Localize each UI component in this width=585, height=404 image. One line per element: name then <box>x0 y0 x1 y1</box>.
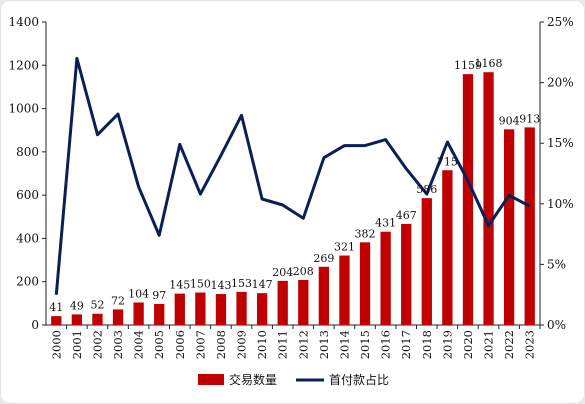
x-tick-label: 2009 <box>235 330 249 359</box>
x-tick-label: 2007 <box>193 330 207 359</box>
x-tick-label: 2011 <box>276 330 290 359</box>
legend: 交易数量 首付款占比 <box>198 372 389 387</box>
legend-swatch-bars <box>198 374 224 385</box>
bar-value-label: 382 <box>355 227 376 240</box>
x-tick-label: 2023 <box>523 330 537 359</box>
bar <box>71 314 83 325</box>
right-tick-label: 15% <box>547 136 574 150</box>
bar-value-label: 143 <box>210 279 231 292</box>
bar-value-label: 147 <box>252 278 273 291</box>
bar <box>256 293 268 325</box>
bar-value-label: 913 <box>519 112 540 125</box>
x-tick-label: 2008 <box>214 330 228 359</box>
bar <box>421 198 432 325</box>
bar-value-label: 321 <box>334 241 355 254</box>
x-tick-label: 2015 <box>358 330 372 359</box>
bar <box>195 292 206 325</box>
bar-value-label: 1168 <box>475 57 503 70</box>
bar <box>215 294 227 325</box>
x-tick-label: 2010 <box>255 330 269 359</box>
bar <box>51 316 62 325</box>
bar <box>462 74 474 325</box>
bar-value-label: 1159 <box>454 59 482 72</box>
bar <box>277 280 288 325</box>
x-tick-label: 2013 <box>317 330 331 359</box>
bar-value-label: 904 <box>499 114 520 127</box>
bar <box>133 302 144 325</box>
left-tick-label: 600 <box>16 188 39 202</box>
bar <box>401 223 412 325</box>
x-tick-label: 2001 <box>70 330 84 359</box>
bar <box>154 304 165 325</box>
bar <box>380 231 391 325</box>
line-series <box>54 56 531 295</box>
right-tick-label: 20% <box>547 76 574 90</box>
bar-value-label: 41 <box>49 301 63 314</box>
bar <box>524 127 535 325</box>
left-tick-label: 200 <box>16 275 39 289</box>
x-tick-label: 2017 <box>399 330 413 359</box>
left-tick-label: 1000 <box>8 102 39 116</box>
bar <box>503 129 515 325</box>
bar <box>318 266 330 325</box>
legend-label-bars: 交易数量 <box>229 372 277 387</box>
bar-value-label: 153 <box>231 277 252 290</box>
bar-value-label: 431 <box>375 217 396 230</box>
x-tick-label: 2003 <box>111 330 125 359</box>
right-tick-label: 10% <box>547 197 574 211</box>
axes: 0 200 400 600 800 1000 1200 1400 0% 5% 10% 15% 20% 25… <box>8 15 573 359</box>
line-path <box>54 56 531 295</box>
bar-value-label: 269 <box>313 252 334 265</box>
bar <box>112 309 124 325</box>
x-tick-label: 2012 <box>296 330 310 359</box>
x-tick-label: 2004 <box>132 330 146 359</box>
bar-value-label: 104 <box>128 287 149 300</box>
x-tick-label: 2000 <box>49 330 63 359</box>
bar-value-label: 208 <box>293 265 314 278</box>
bar-value-label: 715 <box>437 155 458 168</box>
left-tick-label: 1400 <box>8 15 39 29</box>
x-tick-label: 2006 <box>173 330 187 359</box>
bar-value-label: 72 <box>111 294 125 307</box>
left-tick-label: 800 <box>16 145 39 159</box>
bar-value-label: 97 <box>152 289 166 302</box>
bar <box>442 170 453 325</box>
x-tick-label: 2005 <box>152 330 166 359</box>
left-tick-label: 1200 <box>8 58 39 72</box>
bar <box>483 72 494 325</box>
x-tick-label: 2019 <box>440 330 454 359</box>
bar-value-label: 49 <box>70 299 84 312</box>
bar <box>174 293 185 325</box>
bar <box>92 313 103 325</box>
bar-value-label: 52 <box>90 299 104 312</box>
bar-value-label: 150 <box>190 278 211 291</box>
bar <box>359 242 371 325</box>
x-tick-label: 2002 <box>90 330 104 359</box>
left-tick-label: 400 <box>16 231 39 245</box>
bar <box>298 279 309 325</box>
right-tick-label: 0% <box>547 318 566 332</box>
bar <box>236 291 247 325</box>
x-tick-label: 2018 <box>420 330 434 359</box>
x-tick-label: 2014 <box>337 330 351 359</box>
left-tick-label: 0 <box>31 318 39 332</box>
x-tick-label: 2022 <box>502 330 516 359</box>
bar-value-label: 145 <box>169 279 190 292</box>
bar-value-label: 586 <box>416 183 437 196</box>
right-tick-label: 25% <box>547 15 574 29</box>
x-tick-label: 2016 <box>379 330 393 359</box>
x-tick-label: 2021 <box>482 330 496 359</box>
bar-series <box>51 72 535 325</box>
x-tick-label: 2020 <box>461 330 475 359</box>
bar-value-label: 204 <box>272 266 293 279</box>
legend-label-line: 首付款占比 <box>329 372 389 387</box>
right-tick-label: 5% <box>547 257 566 271</box>
bar <box>339 255 350 325</box>
bar-value-label: 467 <box>396 209 417 222</box>
